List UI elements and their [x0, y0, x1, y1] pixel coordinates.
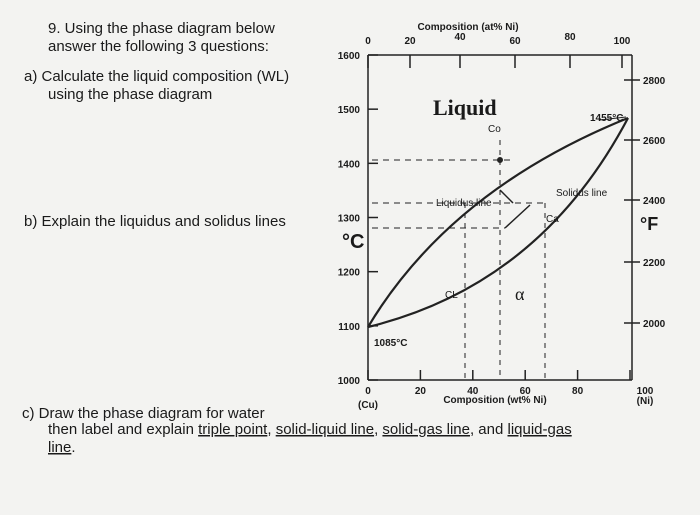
label: 1455°C — [590, 113, 623, 124]
x-tick-label: 100 — [637, 386, 654, 397]
text-part: solid-liquid line — [276, 421, 374, 438]
text-part: , — [374, 421, 382, 438]
f-tick-label: 2600 — [643, 136, 666, 147]
y-tick-label: 1400 — [338, 159, 361, 170]
unit-label: °F — [640, 214, 658, 234]
text-part: , and — [470, 421, 508, 438]
pointer — [599, 116, 627, 121]
f-tick-label: 2200 — [643, 258, 666, 269]
point — [497, 157, 503, 163]
top-axis-title: Composition (at% Ni) — [417, 22, 518, 33]
solidus-curve — [367, 117, 629, 329]
y-tick-label: 1100 — [338, 322, 360, 333]
x-tick-label: 60 — [520, 386, 532, 397]
label: Liquidus line — [436, 198, 492, 209]
question-c: c) Draw the phase diagram for water — [22, 405, 265, 422]
arrow — [499, 189, 514, 204]
text-part: line — [48, 439, 71, 456]
text-part: liquid-gas — [508, 421, 572, 438]
liquidus-curve — [367, 116, 629, 328]
label: CL — [445, 290, 458, 301]
y-tick-label: 1600 — [338, 51, 361, 62]
text-part: triple point — [198, 421, 268, 438]
x-tick-label: 0 — [365, 386, 371, 397]
y-tick-label: 1000 — [338, 376, 361, 387]
phase-diagram — [367, 54, 633, 381]
label: Co — [488, 124, 501, 135]
question-c: line. — [48, 439, 76, 456]
top-tick-label: 0 — [365, 36, 371, 47]
question-c: then label and explain triple point, sol… — [48, 421, 572, 438]
phase-label: Liquid — [433, 95, 497, 120]
text-part: solid-gas line — [382, 421, 470, 438]
f-tick-label: 2000 — [643, 319, 666, 330]
bottom-end-label: (Ni) — [637, 396, 654, 407]
y-tick-label: 1300 — [338, 214, 361, 225]
top-tick-label: 40 — [454, 32, 466, 43]
y-tick-label: 1500 — [338, 105, 361, 116]
intro-line: answer the following 3 questions: — [48, 38, 269, 55]
question-a: using the phase diagram — [48, 86, 212, 103]
arrow — [504, 204, 531, 229]
text-part: , — [267, 421, 275, 438]
f-tick-label: 2400 — [643, 196, 666, 207]
top-tick-label: 80 — [564, 32, 576, 43]
question-b: b) Explain the liquidus and solidus line… — [24, 213, 286, 230]
phase-label: α — [515, 284, 525, 304]
intro-line: 9. Using the phase diagram below — [48, 20, 275, 37]
f-tick-label: 2800 — [643, 76, 666, 87]
top-tick-label: 100 — [614, 36, 631, 47]
x-tick-label: 20 — [415, 386, 427, 397]
label: 1085°C — [374, 338, 407, 349]
x-tick-label: 40 — [467, 386, 479, 397]
top-tick-label: 20 — [404, 36, 416, 47]
label: Ca — [546, 214, 559, 225]
unit-label: °C — [342, 231, 364, 253]
text-part: then label and explain — [48, 421, 198, 438]
x-tick-label: 80 — [572, 386, 584, 397]
question-a: a) Calculate the liquid composition (WL) — [24, 68, 289, 85]
bottom-axis-title: Composition (wt% Ni) — [443, 395, 546, 406]
top-tick-label: 60 — [509, 36, 521, 47]
y-tick-label: 1200 — [338, 268, 361, 279]
label: Solidus line — [556, 188, 608, 199]
text-part: . — [71, 439, 75, 456]
bottom-end-label: (Cu) — [358, 400, 378, 411]
